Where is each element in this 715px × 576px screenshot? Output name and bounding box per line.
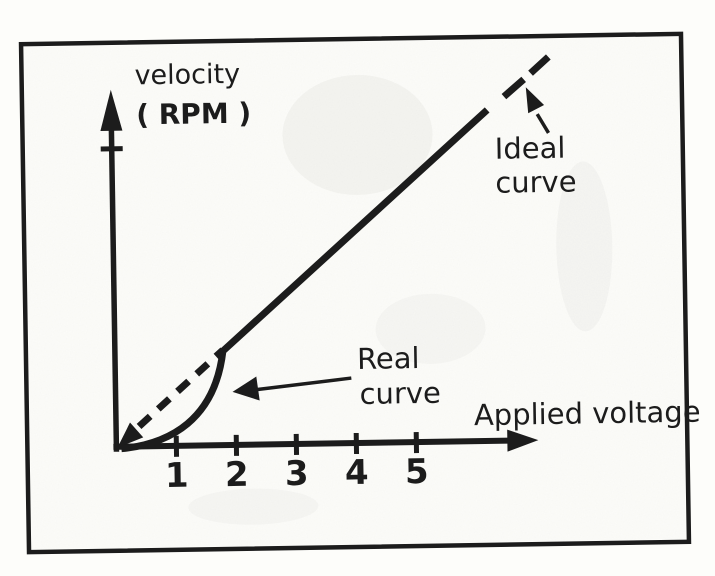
real-annotation-arrowhead [232,376,260,401]
x-axis-label: Applied voltage [474,395,701,433]
scan-smudges [188,74,613,525]
ideal-curve-dash [501,76,526,100]
x-tick-label-4: 4 [345,453,369,493]
ideal-annotation-arrow-shaft [535,113,551,134]
x-tick-label-3: 3 [285,454,309,494]
real-curve-label-line2: curve [359,376,441,411]
x-tick-label-1: 1 [165,456,189,496]
y-axis-line [108,127,120,452]
real-annotation-arrow-shaft [257,376,352,392]
ideal-curve-dashed-lower [136,347,226,429]
real-curve-label-line1: Real [357,341,420,376]
ideal-curve-annotation: Ideal curve [494,87,577,200]
x-axis-tick-labels: 1 2 3 4 5 [165,452,429,496]
x-tick-label-2: 2 [225,455,249,495]
ideal-curve-dash [528,54,551,76]
figure-border [18,31,692,555]
y-axis-label-line1: velocity [134,59,240,92]
x-axis-ticks [173,432,420,457]
y-axis-label-line2: ( RPM ) [136,97,252,132]
y-axis-arrowhead [100,89,123,131]
x-axis-line [113,437,513,450]
ideal-curve-label-line1: Ideal [494,131,565,166]
ideal-curve-origin-arrowhead [117,422,144,448]
real-curve [121,107,490,453]
ideal-curve [117,54,551,448]
real-curve-annotation: Real curve [232,341,441,411]
ideal-annotation-arrowhead [525,87,545,114]
x-axis-arrowhead [507,429,539,452]
x-tick-label-5: 5 [405,452,429,492]
ideal-curve-label-line2: curve [495,165,577,200]
